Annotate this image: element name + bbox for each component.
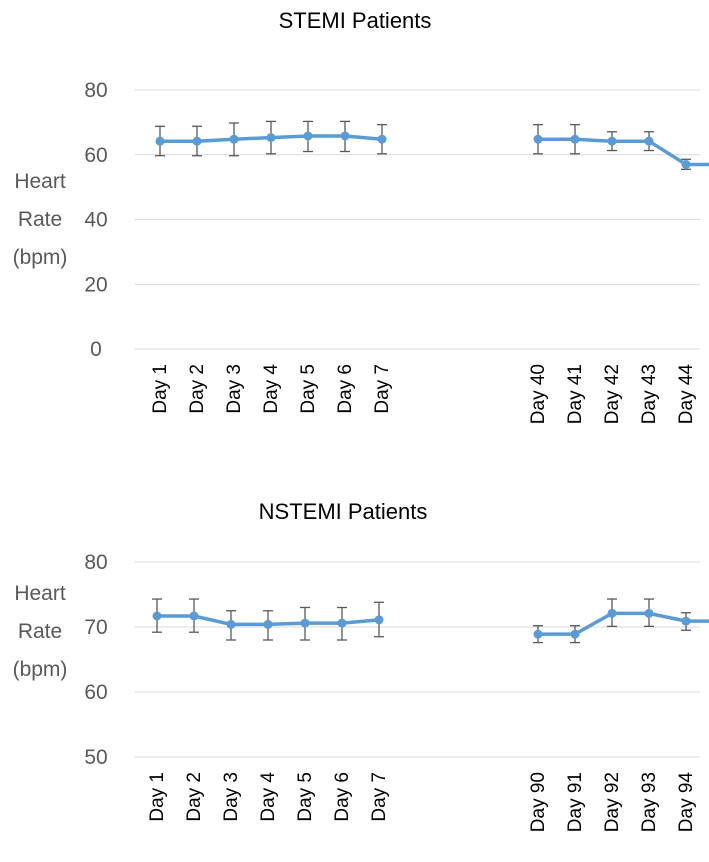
y-axis-label: Rate (18, 208, 62, 231)
category-label: Day 5 (298, 364, 319, 414)
category-label: Day 4 (258, 772, 279, 822)
category-label: Day 43 (639, 364, 660, 424)
category-label: Day 93 (639, 772, 660, 832)
y-tick-label: 40 (84, 209, 107, 232)
data-point (226, 619, 236, 629)
category-label: Day 5 (295, 772, 316, 822)
category-label: Day 3 (224, 364, 245, 414)
data-point (607, 608, 617, 618)
y-tick-label: 70 (84, 616, 107, 639)
category-label: Day 42 (602, 364, 623, 424)
data-point (152, 611, 162, 621)
data-point (644, 608, 654, 618)
chart-title: NSTEMI Patients (259, 499, 428, 524)
category-label: Day 90 (528, 772, 549, 832)
category-label: Day 2 (184, 772, 205, 822)
y-tick-label: 60 (84, 681, 107, 704)
series-line (536, 137, 709, 167)
category-label: Day 3 (221, 772, 242, 822)
category-label: Day 7 (372, 364, 393, 414)
category-label: Day 44 (676, 364, 697, 425)
data-point (533, 629, 543, 639)
chart-2: NSTEMI Patients Heart Rate (bpm) 50 60 70 80 Day… (13, 499, 709, 832)
data-point (303, 131, 313, 141)
data-point (377, 134, 387, 144)
data-point (300, 618, 310, 628)
category-label: Day 92 (602, 772, 623, 832)
data-point (189, 611, 199, 621)
chart-title: STEMI Patients (279, 8, 432, 33)
y-axis-label: Heart (14, 170, 66, 193)
data-point (266, 133, 276, 143)
data-point (644, 136, 654, 146)
data-point (192, 136, 202, 146)
data-point (681, 159, 691, 169)
category-label: Day 1 (150, 364, 171, 414)
data-point (340, 131, 350, 141)
category-label: Day 4 (261, 364, 282, 414)
data-point (607, 136, 617, 146)
chart-1: STEMI Patients Heart Rate (bpm) 0 20 40 60 80 Day… (13, 8, 709, 424)
y-tick-label: 50 (84, 746, 107, 769)
category-label: Day 91 (565, 772, 586, 832)
category-label: Day 7 (369, 772, 390, 822)
category-label: Day 41 (565, 364, 586, 424)
y-tick-label: 0 (90, 338, 102, 361)
data-point (155, 136, 165, 146)
y-tick-label: 80 (84, 79, 107, 102)
data-point (681, 616, 691, 626)
y-axis-label: (bpm) (13, 658, 68, 681)
category-label: Day 6 (332, 772, 353, 822)
category-label: Day 40 (528, 364, 549, 424)
y-tick-label: 20 (84, 273, 107, 296)
category-label: Day 2 (187, 364, 208, 414)
y-axis-label: (bpm) (13, 246, 68, 269)
data-point (229, 134, 239, 144)
category-label: Day 1 (147, 772, 168, 822)
data-point (374, 615, 384, 625)
data-point (337, 618, 347, 628)
category-label: Day 6 (335, 364, 356, 414)
y-tick-label: 60 (84, 144, 107, 167)
data-point (570, 134, 580, 144)
y-tick-label: 80 (84, 551, 107, 574)
category-label: Day 94 (676, 772, 697, 833)
data-point (533, 134, 543, 144)
y-axis-label: Heart (14, 582, 66, 605)
data-point (263, 619, 273, 629)
y-axis-label: Rate (18, 620, 62, 643)
data-point (570, 629, 580, 639)
